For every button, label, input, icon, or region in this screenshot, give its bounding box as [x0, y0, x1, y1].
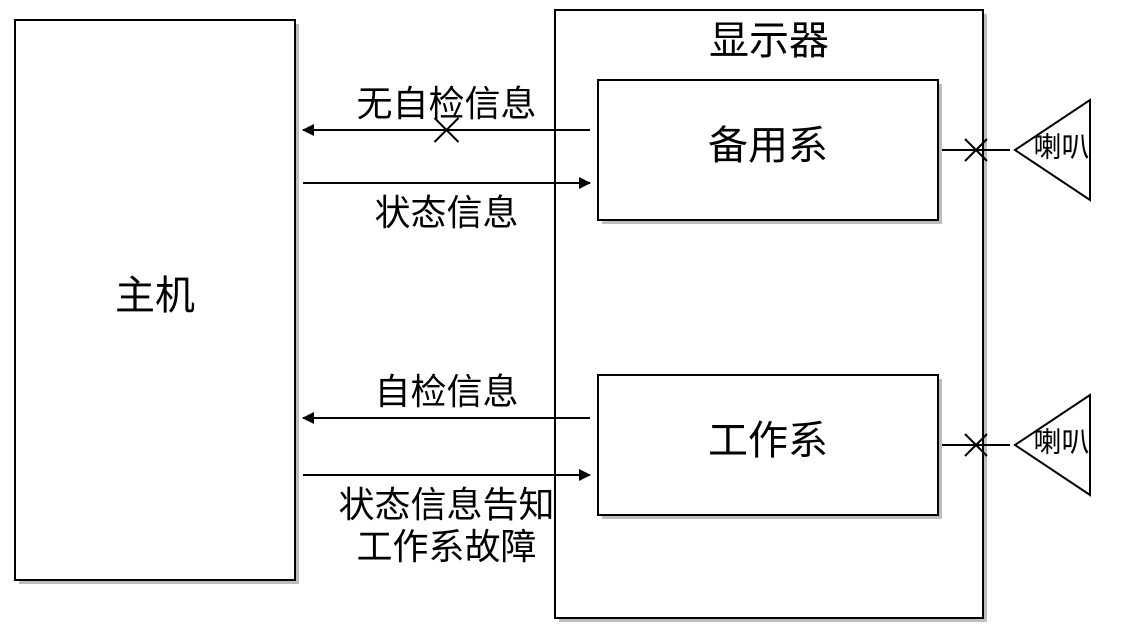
node-spk1-label: 喇叭 — [1033, 131, 1089, 163]
node-spk1: 喇叭 — [1015, 100, 1090, 200]
edge-e4: 状态信息告知工作系故障 — [303, 475, 590, 567]
node-working-label: 工作系 — [708, 418, 828, 463]
node-host: 主机 — [15, 20, 299, 584]
node-spk2-label: 喇叭 — [1033, 426, 1089, 458]
edge-e2-label: 状态信息 — [374, 193, 518, 233]
edge-e1: 无自检信息 — [303, 84, 590, 142]
edge-e2: 状态信息 — [303, 183, 590, 233]
node-backup: 备用系 — [598, 80, 942, 224]
node-working: 工作系 — [598, 375, 942, 519]
edge-e3-label: 自检信息 — [374, 372, 518, 412]
node-spk2: 喇叭 — [1015, 395, 1090, 495]
edge-e4-label2: 工作系故障 — [356, 527, 536, 567]
edge-e3: 自检信息 — [303, 372, 590, 418]
node-host-label: 主机 — [115, 273, 195, 318]
node-display-label: 显示器 — [709, 18, 829, 63]
edge-e1-label: 无自检信息 — [356, 84, 536, 124]
edge-e4-label: 状态信息告知 — [338, 485, 554, 525]
node-backup-label: 备用系 — [708, 123, 828, 168]
